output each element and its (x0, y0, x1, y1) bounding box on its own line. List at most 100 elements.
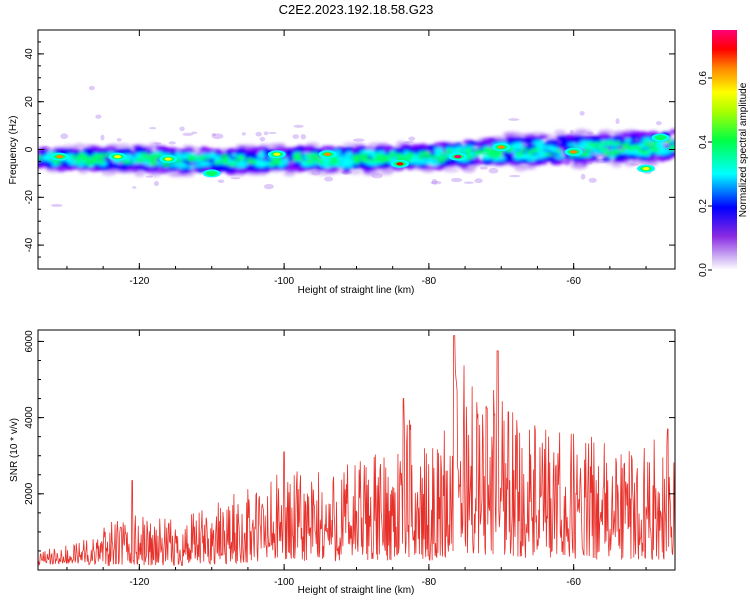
heatmap-cell (137, 157, 148, 162)
heatmap-cell (529, 155, 541, 160)
heatmap-cell (640, 149, 651, 155)
heatmap-cell (148, 153, 158, 160)
spectrogram-y-ticks: -40 -20 0 20 40 (24, 41, 675, 258)
heatmap-cell (586, 142, 596, 147)
heatmap-cell (150, 160, 157, 167)
heatmap-cell (234, 162, 247, 169)
heatmap-cell (69, 155, 79, 160)
colorbar-gradient (712, 30, 737, 270)
heatmap-cell (381, 154, 393, 160)
figure-title: C2E2.2023.192.18.58.G23 (279, 2, 434, 17)
heatmap-cell (563, 160, 572, 165)
heatmap-cell (255, 131, 262, 137)
heatmap-cell (38, 154, 43, 161)
heatmap-cell (245, 157, 255, 163)
heatmap-cell (538, 134, 549, 139)
heatmap-cell (293, 124, 304, 128)
heatmap-cell (543, 152, 555, 157)
heatmap-cell (430, 180, 442, 185)
heatmap-cell (271, 160, 282, 166)
heatmap-cell (104, 146, 117, 150)
svg-text:-60: -60 (566, 276, 581, 287)
heatmap-cell (408, 136, 416, 142)
heatmap-cell (227, 163, 238, 167)
svg-text:-120: -120 (129, 577, 149, 588)
heatmap-cell (542, 145, 552, 150)
heatmap-cell (325, 168, 337, 173)
heatmap-cell (485, 148, 496, 154)
heatmap-cell (230, 177, 241, 180)
heatmap-cell (404, 140, 414, 144)
heatmap-cell (445, 148, 453, 155)
heatmap-cell (431, 165, 442, 170)
heatmap-cell (434, 147, 444, 153)
heatmap-hot-spot (108, 152, 127, 161)
heatmap-cell (516, 150, 524, 157)
heatmap-cell (307, 168, 320, 175)
heatmap-cell (324, 176, 334, 182)
heatmap-cell (369, 158, 379, 164)
heatmap-cell (352, 138, 365, 142)
svg-text:-60: -60 (566, 577, 581, 588)
heatmap-cell (611, 149, 622, 154)
heatmap-cell (643, 140, 650, 147)
heatmap-cell (97, 153, 104, 159)
spectrogram-heatmap (38, 85, 675, 207)
heatmap-cell (266, 143, 279, 149)
heatmap-cell (514, 159, 524, 165)
heatmap-cell (490, 140, 498, 144)
heatmap-cell (41, 161, 52, 167)
heatmap-cell (214, 157, 221, 161)
heatmap-cell (56, 165, 67, 173)
spectrogram-panel: -120 -100 -80 -60 -40 -20 0 20 40 Height of str… (8, 29, 676, 296)
heatmap-cell (191, 131, 198, 135)
heatmap-cell (601, 156, 612, 162)
heatmap-cell (615, 118, 620, 125)
spectrogram-y-label: Frequency (Hz) (8, 116, 19, 185)
heatmap-cell (525, 165, 537, 170)
heatmap-cell (545, 139, 559, 145)
svg-text:-40: -40 (24, 237, 35, 252)
heatmap-cell (179, 126, 185, 132)
heatmap-cell (83, 159, 95, 166)
heatmap-cell (443, 168, 460, 173)
svg-text:-100: -100 (274, 276, 294, 287)
heatmap-cell (406, 153, 416, 158)
heatmap-cell (481, 155, 489, 159)
heatmap-cell (64, 167, 74, 171)
heatmap-cell (100, 134, 105, 141)
heatmap-cell (182, 132, 194, 136)
heatmap-cell (579, 110, 585, 116)
heatmap-cell (590, 137, 599, 142)
heatmap-cell (620, 132, 632, 136)
heatmap-cell (521, 147, 528, 152)
heatmap-cell (60, 133, 69, 140)
heatmap-cell (220, 159, 230, 165)
colorbar-ticks: 0.0 0.2 0.4 0.6 (698, 71, 712, 277)
heatmap-cell (439, 151, 446, 157)
heatmap-cell (77, 154, 88, 161)
heatmap-cell (553, 129, 567, 136)
heatmap-cell (669, 128, 675, 135)
heatmap-cell (40, 155, 48, 161)
heatmap-cell (433, 142, 445, 147)
svg-text:20: 20 (24, 96, 35, 108)
heatmap-cell (376, 157, 384, 163)
heatmap-cell (508, 118, 520, 121)
heatmap-hot-spot (651, 133, 670, 142)
svg-text:0.6: 0.6 (698, 71, 709, 85)
heatmap-cell (412, 158, 424, 166)
heatmap-cell (431, 178, 438, 185)
heatmap-cell (660, 157, 672, 161)
heatmap-cell (342, 146, 354, 153)
snr-series-line (38, 335, 675, 567)
heatmap-cell (54, 159, 63, 165)
heatmap-hot-spot (390, 159, 409, 168)
heatmap-cell (300, 134, 307, 140)
svg-text:0.2: 0.2 (698, 199, 709, 213)
heatmap-cell (613, 134, 623, 140)
spectrogram-x-ticks: -120 -100 -80 -60 (66, 30, 647, 287)
heatmap-cell (556, 142, 568, 147)
svg-text:4000: 4000 (24, 406, 35, 429)
